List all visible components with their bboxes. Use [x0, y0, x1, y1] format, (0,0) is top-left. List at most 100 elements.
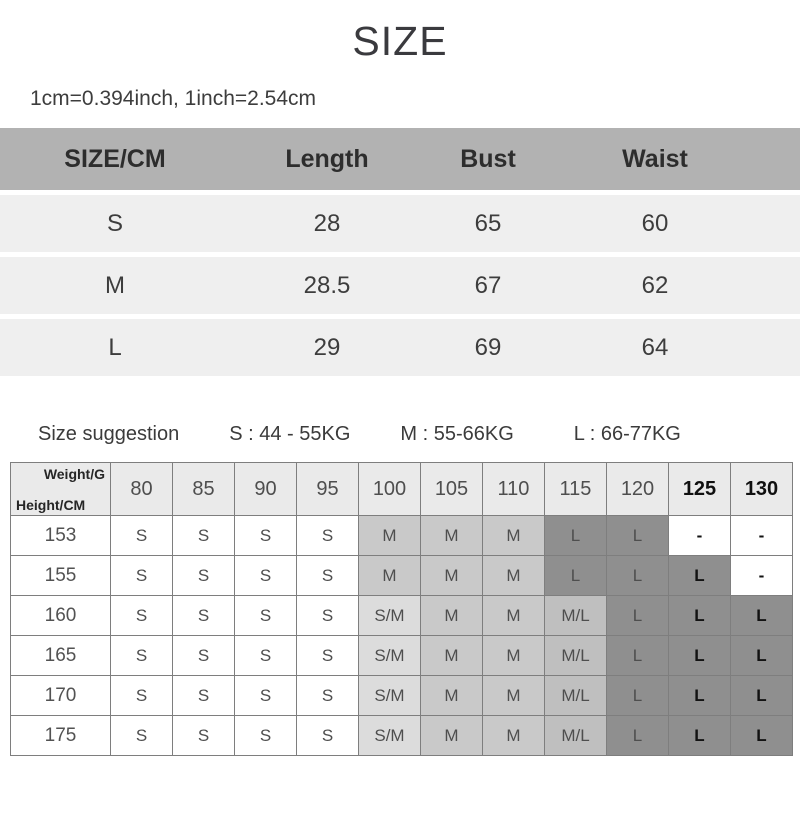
matrix-cell: M	[358, 515, 421, 556]
matrix-cell: S	[110, 635, 173, 676]
filler-cell	[758, 128, 800, 190]
measurement-header-cell: Waist	[552, 128, 758, 190]
height-cell: 170	[10, 675, 111, 716]
matrix-cell: S	[234, 635, 297, 676]
matrix-cell: S/M	[358, 715, 421, 756]
matrix-cell: M	[420, 675, 483, 716]
measurement-header-row: SIZE/CM Length Bust Waist	[0, 128, 800, 190]
matrix-cell: L	[606, 675, 669, 716]
matrix-cell: S	[296, 675, 359, 716]
matrix-cell: -	[668, 515, 731, 556]
measurement-cell: 28.5	[230, 257, 424, 314]
matrix-cell: M	[482, 555, 545, 596]
matrix-row: 165 S S S S S/M M M M/L L L L	[10, 635, 793, 676]
filler-cell	[758, 195, 800, 252]
height-cell: 153	[10, 515, 111, 556]
weight-header-cell: 95	[296, 462, 359, 516]
size-suggestion-item-m: M : 55-66KG	[400, 423, 514, 445]
matrix-cell: M/L	[544, 715, 607, 756]
matrix-cell: L	[606, 635, 669, 676]
measurement-cell: L	[0, 319, 230, 376]
matrix-cell: -	[730, 555, 793, 596]
filler-cell	[758, 257, 800, 314]
conversion-note: 1cm=0.394inch, 1inch=2.54cm	[30, 87, 317, 110]
height-cell: 155	[10, 555, 111, 596]
weight-header-cell: 80	[110, 462, 173, 516]
matrix-cell: M/L	[544, 675, 607, 716]
height-weight-matrix-table: Weight/G Height/CM 80 85 90 95 100 105 110 115 1…	[10, 462, 793, 756]
measurement-cell: M	[0, 257, 230, 314]
matrix-cell: S	[110, 715, 173, 756]
matrix-cell: M	[420, 595, 483, 636]
matrix-cell: S	[234, 595, 297, 636]
matrix-cell: S	[172, 675, 235, 716]
matrix-cell: S	[296, 635, 359, 676]
matrix-cell: S	[234, 515, 297, 556]
measurement-header-cell: Bust	[424, 128, 552, 190]
matrix-cell: L	[730, 715, 793, 756]
height-cell: 165	[10, 635, 111, 676]
matrix-cell: M	[420, 635, 483, 676]
height-cell: 160	[10, 595, 111, 636]
matrix-cell: M	[482, 635, 545, 676]
measurement-row: M 28.5 67 62	[0, 257, 800, 314]
measurement-cell: 29	[230, 319, 424, 376]
filler-cell	[758, 319, 800, 376]
page-title: SIZE	[352, 18, 448, 64]
matrix-cell: S	[234, 555, 297, 596]
matrix-cell: S	[172, 635, 235, 676]
matrix-cell: L	[668, 555, 731, 596]
size-suggestion-line: Size suggestion S : 44 - 55KG M : 55-66K…	[38, 423, 800, 446]
matrix-cell: -	[730, 515, 793, 556]
corner-inner: Weight/G Height/CM	[11, 463, 110, 515]
matrix-cell: S/M	[358, 635, 421, 676]
matrix-cell: M	[482, 675, 545, 716]
matrix-cell: S/M	[358, 675, 421, 716]
measurement-header-cell: SIZE/CM	[0, 128, 230, 190]
matrix-cell: L	[606, 555, 669, 596]
measurement-row: S 28 65 60	[0, 195, 800, 252]
matrix-cell: S	[234, 715, 297, 756]
matrix-corner-cell: Weight/G Height/CM	[10, 462, 111, 516]
matrix-cell: S	[110, 595, 173, 636]
matrix-cell: S/M	[358, 595, 421, 636]
matrix-cell: S	[110, 555, 173, 596]
matrix-cell: M/L	[544, 635, 607, 676]
weight-header-cell: 115	[544, 462, 607, 516]
measurement-cell: 67	[424, 257, 552, 314]
matrix-row: 155 S S S S M M M L L L -	[10, 555, 793, 596]
matrix-row: 170 S S S S S/M M M M/L L L L	[10, 675, 793, 716]
matrix-cell: M	[482, 595, 545, 636]
measurement-table: SIZE/CM Length Bust Waist S 28 65 60 M 28.5 67 62 L…	[0, 123, 800, 381]
matrix-cell: S	[296, 715, 359, 756]
matrix-cell: L	[730, 675, 793, 716]
matrix-cell: M	[420, 715, 483, 756]
size-suggestion-label: Size suggestion	[38, 423, 180, 445]
matrix-table-body: 153 S S S S M M M L L - -155 S S S S M M M L L L -160 S S S S S/M M M…	[10, 515, 793, 756]
height-cell: 175	[10, 715, 111, 756]
measurement-table-body: S 28 65 60 M 28.5 67 62 L 29 69 64	[0, 195, 800, 376]
weight-header-cell: 125	[668, 462, 731, 516]
matrix-cell: L	[730, 595, 793, 636]
matrix-cell: L	[668, 715, 731, 756]
matrix-cell: L	[668, 635, 731, 676]
measurement-cell: 28	[230, 195, 424, 252]
weight-header-cell: 85	[172, 462, 235, 516]
matrix-cell: S	[172, 515, 235, 556]
measurement-row: L 29 69 64	[0, 319, 800, 376]
size-chart-page: SIZE 1cm=0.394inch, 1inch=2.54cm SIZE/CM…	[0, 18, 800, 756]
measurement-cell: 65	[424, 195, 552, 252]
corner-height-label: Height/CM	[16, 497, 86, 513]
weight-header-cell: 90	[234, 462, 297, 516]
measurement-cell: 60	[552, 195, 758, 252]
matrix-cell: S	[296, 515, 359, 556]
matrix-row: 160 S S S S S/M M M M/L L L L	[10, 595, 793, 636]
matrix-cell: L	[606, 515, 669, 556]
measurement-cell: S	[0, 195, 230, 252]
weight-header-cell: 120	[606, 462, 669, 516]
matrix-cell: S	[172, 595, 235, 636]
matrix-cell: M	[358, 555, 421, 596]
matrix-row: 153 S S S S M M M L L - -	[10, 515, 793, 556]
matrix-cell: S	[234, 675, 297, 716]
measurement-cell: 69	[424, 319, 552, 376]
